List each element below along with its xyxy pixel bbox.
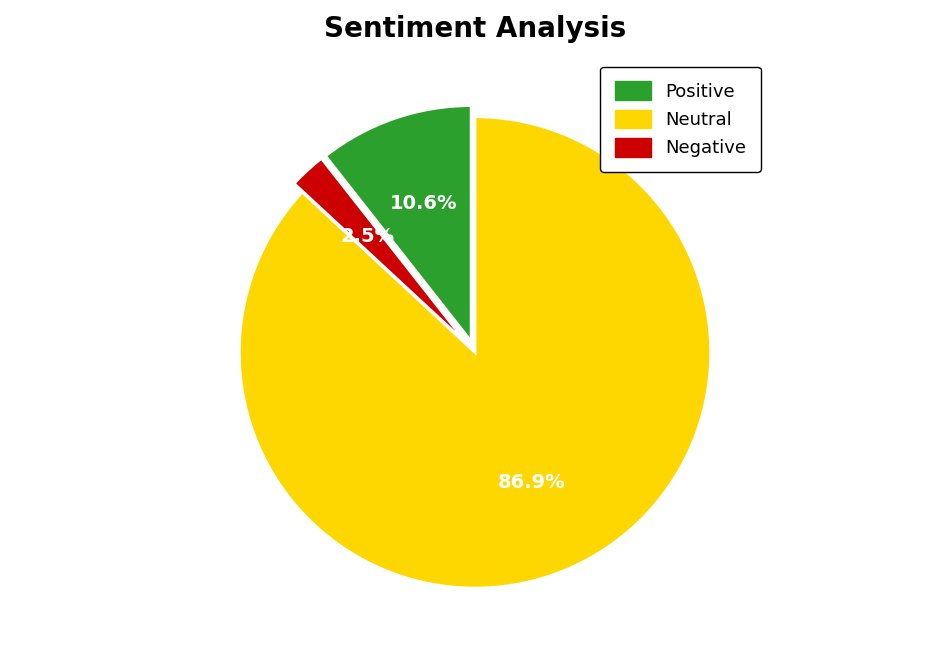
Wedge shape	[239, 117, 711, 588]
Wedge shape	[326, 106, 471, 342]
Wedge shape	[294, 158, 467, 344]
Legend: Positive, Neutral, Negative: Positive, Neutral, Negative	[600, 67, 761, 172]
Text: 10.6%: 10.6%	[390, 194, 457, 213]
Title: Sentiment Analysis: Sentiment Analysis	[324, 15, 626, 43]
Text: 2.5%: 2.5%	[341, 227, 395, 246]
Text: 86.9%: 86.9%	[498, 473, 565, 491]
